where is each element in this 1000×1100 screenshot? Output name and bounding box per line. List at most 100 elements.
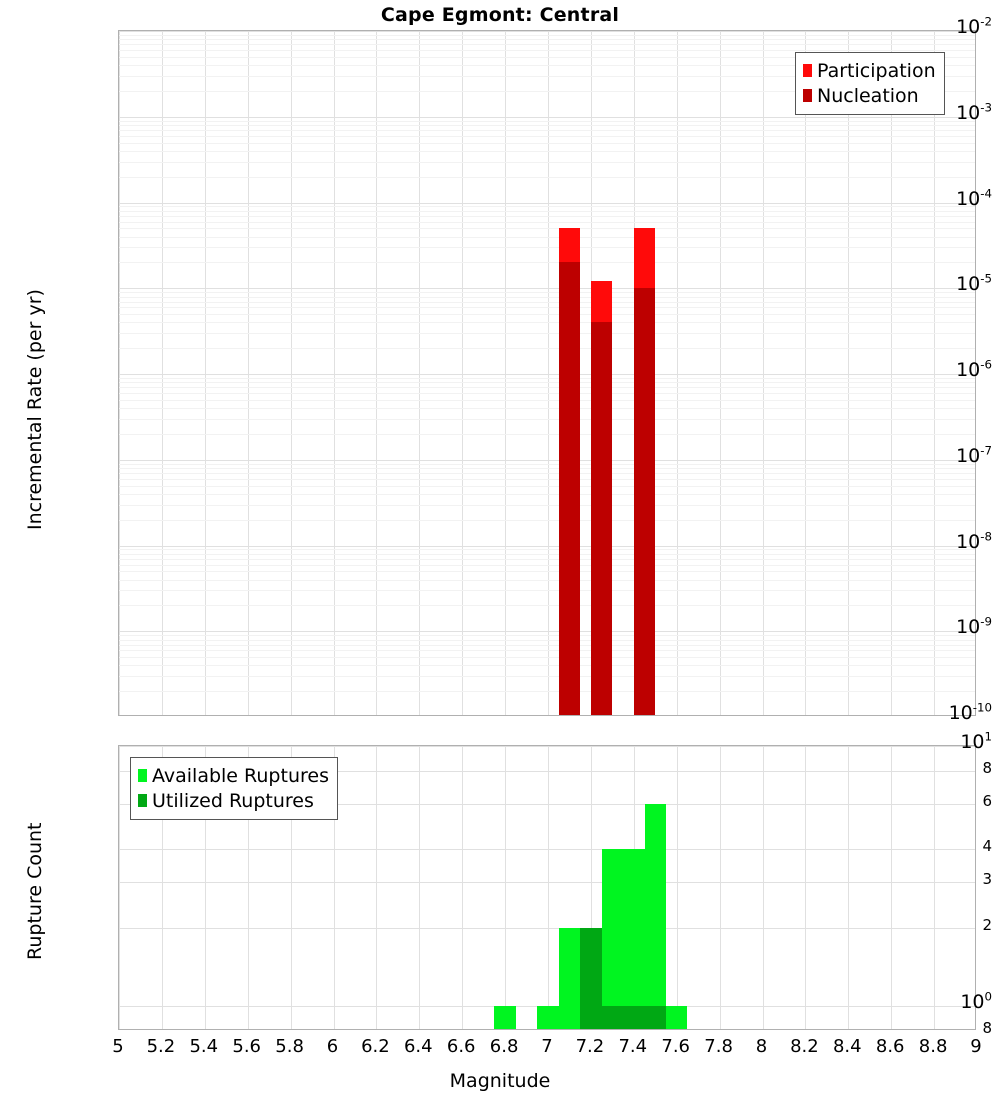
gridline-horizontal xyxy=(119,288,975,290)
x-tick-label: 9 xyxy=(970,1036,982,1057)
gridline-vertical xyxy=(204,31,206,715)
gridline-horizontal xyxy=(119,116,975,118)
x-tick-label: 6 xyxy=(326,1036,339,1057)
gridline-horizontal xyxy=(119,459,975,461)
legend-item-utilized-ruptures: Utilized Ruptures xyxy=(138,788,329,813)
gridline-horizontal xyxy=(119,927,975,929)
gridline-horizontal xyxy=(119,322,975,324)
x-axis-label: Magnitude xyxy=(449,1070,551,1092)
x-tick-label: 7 xyxy=(541,1036,553,1057)
top-panel-legend: Participation Nucleation xyxy=(795,52,945,115)
legend-label-participation: Participation xyxy=(817,59,936,82)
x-tick-label: 6.2 xyxy=(361,1036,390,1057)
gridline-vertical xyxy=(891,746,893,1029)
gridline-horizontal xyxy=(119,473,975,475)
gridline-vertical xyxy=(762,746,764,1029)
gridline-horizontal xyxy=(119,463,975,465)
x-tick-label: 8.6 xyxy=(875,1036,905,1057)
gridline-horizontal xyxy=(119,215,975,217)
x-tick-label: 8.4 xyxy=(832,1036,862,1057)
x-tick-label: 8.8 xyxy=(918,1036,948,1057)
x-tick-label: 6.8 xyxy=(489,1036,519,1057)
gridline-horizontal xyxy=(119,202,975,204)
bar-nucleation xyxy=(590,322,613,715)
gridline-vertical xyxy=(419,31,421,715)
gridline-vertical xyxy=(505,746,507,1029)
x-tick-label: 6.6 xyxy=(446,1036,476,1057)
gridline-horizontal xyxy=(119,650,975,652)
gridline-vertical xyxy=(462,31,464,715)
bar-utilized-ruptures xyxy=(580,927,602,1029)
gridline-vertical xyxy=(676,746,678,1029)
gridline-vertical xyxy=(676,31,678,715)
gridline-horizontal xyxy=(119,590,975,592)
gridline-horizontal xyxy=(119,50,975,52)
utilized-ruptures-swatch xyxy=(138,794,147,807)
gridline-vertical xyxy=(247,746,249,1029)
bar-available-ruptures xyxy=(558,927,581,1029)
gridline-horizontal xyxy=(119,150,975,152)
gridline-horizontal xyxy=(119,314,975,316)
gridline-vertical xyxy=(548,31,549,715)
bottom-panel-y-axis-label: Rupture Count xyxy=(24,822,46,961)
gridline-horizontal xyxy=(119,31,975,32)
gridline-horizontal xyxy=(119,771,975,773)
bar-available-ruptures xyxy=(644,803,666,1029)
legend-item-participation: Participation xyxy=(803,58,936,83)
gridline-horizontal xyxy=(119,374,975,375)
gridline-horizontal xyxy=(119,644,975,646)
x-tick-label: 7.4 xyxy=(618,1036,648,1057)
gridline-horizontal xyxy=(119,519,975,521)
gridline-horizontal xyxy=(119,468,975,470)
gridline-vertical xyxy=(204,746,206,1029)
gridline-horizontal xyxy=(119,631,975,633)
bar-utilized-ruptures xyxy=(623,1005,645,1029)
gridline-horizontal xyxy=(119,849,975,851)
gridline-vertical xyxy=(762,31,764,715)
x-tick-label: 5.6 xyxy=(232,1036,262,1057)
x-tick-label: 5.2 xyxy=(146,1036,176,1057)
bar-available-ruptures xyxy=(601,849,624,1029)
available-ruptures-swatch xyxy=(138,769,147,782)
gridline-horizontal xyxy=(119,549,975,551)
gridline-horizontal xyxy=(119,161,975,163)
gridline-horizontal xyxy=(119,382,975,384)
incremental-rate-plot xyxy=(118,30,976,716)
gridline-horizontal xyxy=(119,676,975,678)
gridline-horizontal xyxy=(119,558,975,560)
gridline-vertical xyxy=(376,746,378,1029)
gridline-horizontal xyxy=(119,377,975,379)
gridline-horizontal xyxy=(119,433,975,435)
legend-item-nucleation: Nucleation xyxy=(803,83,936,108)
x-tick-label: 8 xyxy=(755,1036,768,1057)
bar-available-ruptures xyxy=(494,1005,516,1029)
gridline-horizontal xyxy=(119,142,975,144)
gridline-horizontal xyxy=(119,399,975,401)
y-tick-label: 10-4 xyxy=(956,186,992,210)
gridline-horizontal xyxy=(119,301,975,303)
legend-label-available-ruptures: Available Ruptures xyxy=(152,764,329,787)
gridline-horizontal xyxy=(119,236,975,238)
gridline-vertical xyxy=(505,31,507,715)
gridline-vertical xyxy=(333,746,335,1029)
gridline-horizontal xyxy=(119,665,975,667)
y-tick-label: 10-8 xyxy=(956,529,992,553)
gridline-vertical xyxy=(119,746,120,1029)
x-tick-label: 7.6 xyxy=(661,1036,691,1057)
gridline-horizontal xyxy=(119,65,975,67)
gridline-horizontal xyxy=(119,130,975,132)
gridline-vertical xyxy=(848,746,850,1029)
y-tick-label: 10-5 xyxy=(956,271,992,296)
gridline-horizontal xyxy=(119,75,975,77)
participation-swatch xyxy=(803,64,812,77)
x-tick-label: 5.4 xyxy=(189,1036,219,1057)
gridline-vertical xyxy=(290,746,292,1029)
y-tick-label: 101 xyxy=(960,729,992,753)
y-tick-label: 10-7 xyxy=(956,443,992,467)
gridline-horizontal xyxy=(119,333,975,335)
bar-available-ruptures xyxy=(623,849,645,1029)
gridline-vertical xyxy=(161,31,163,715)
gridline-horizontal xyxy=(119,478,975,480)
gridline-horizontal xyxy=(119,262,975,264)
bar-utilized-ruptures xyxy=(601,1005,624,1029)
